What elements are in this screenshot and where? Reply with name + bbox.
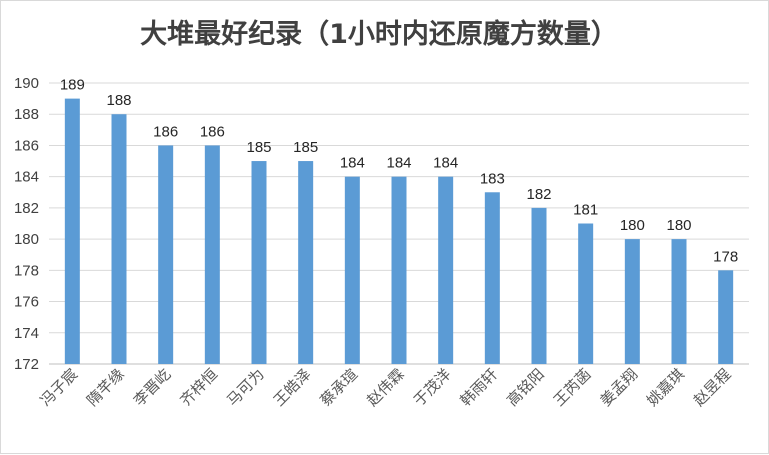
category-label: 齐梓恒	[177, 365, 222, 410]
category-label: 冯子宸	[37, 365, 82, 410]
category-label: 隋芊缘	[83, 365, 128, 410]
data-label: 188	[106, 92, 131, 109]
category-label: 王皓泽	[270, 365, 315, 410]
category-label: 姜孟翔	[597, 365, 642, 410]
data-label: 186	[200, 123, 225, 140]
category-label: 高铭阳	[503, 365, 548, 410]
data-label: 180	[666, 217, 691, 234]
category-label: 蔡承瑄	[317, 365, 362, 410]
bar	[531, 207, 547, 364]
data-label: 180	[620, 217, 645, 234]
data-label: 178	[713, 248, 738, 265]
y-tick-label: 190	[14, 75, 39, 92]
y-tick-label: 176	[14, 294, 39, 311]
bars	[64, 98, 734, 364]
category-label: 马可为	[223, 365, 268, 410]
bar	[484, 192, 500, 364]
data-label: 184	[433, 155, 458, 172]
data-label: 185	[293, 139, 318, 156]
bar	[344, 176, 360, 364]
y-axis-ticks: 172 174 176 178 180 182 184 186 188 190	[14, 75, 39, 373]
chart-title: 大堆最好纪录（1小时内还原魔方数量）	[140, 18, 618, 50]
bar	[251, 161, 267, 364]
data-label: 182	[526, 186, 551, 203]
bar	[718, 270, 734, 364]
bar	[624, 239, 640, 364]
bar	[298, 161, 314, 364]
y-tick-label: 186	[14, 137, 39, 154]
bar	[64, 98, 80, 364]
data-labels: 189 188 186 186 185 185 184 184 184 183 182 181 180 1…	[60, 77, 738, 266]
y-tick-label: 180	[14, 231, 39, 248]
data-label: 186	[153, 123, 178, 140]
y-tick-label: 172	[14, 356, 39, 373]
x-axis-categories: 冯子宸 隋芊缘 李晋屹 齐梓恒 马可为 王皓泽 蔡承瑄 赵伟霖 于茂洋 韩雨轩 高铭阳 王芮菡 姜孟翔姚…	[37, 365, 735, 410]
category-label: 王芮菡	[550, 365, 595, 410]
category-label: 姚嘉琪	[643, 365, 688, 410]
y-tick-label: 182	[14, 200, 39, 217]
data-label: 181	[573, 202, 598, 219]
y-tick-label: 184	[14, 169, 39, 186]
category-label: 赵昱程	[690, 365, 735, 410]
y-tick-label: 188	[14, 106, 39, 123]
y-tick-label: 178	[14, 262, 39, 279]
category-label: 于茂洋	[410, 365, 455, 410]
y-tick-label: 174	[14, 325, 39, 342]
bar	[111, 114, 127, 364]
data-label: 189	[60, 77, 85, 94]
category-label: 赵伟霖	[363, 365, 408, 410]
bar	[438, 176, 454, 364]
bar	[578, 223, 594, 364]
bar	[204, 145, 220, 364]
bar	[158, 145, 174, 364]
data-label: 184	[340, 155, 365, 172]
category-label: 韩雨轩	[457, 365, 502, 410]
data-label: 185	[246, 139, 271, 156]
bar	[671, 239, 687, 364]
category-label: 李晋屹	[130, 365, 175, 410]
bar	[391, 176, 407, 364]
data-label: 184	[386, 155, 411, 172]
data-label: 183	[480, 170, 505, 187]
